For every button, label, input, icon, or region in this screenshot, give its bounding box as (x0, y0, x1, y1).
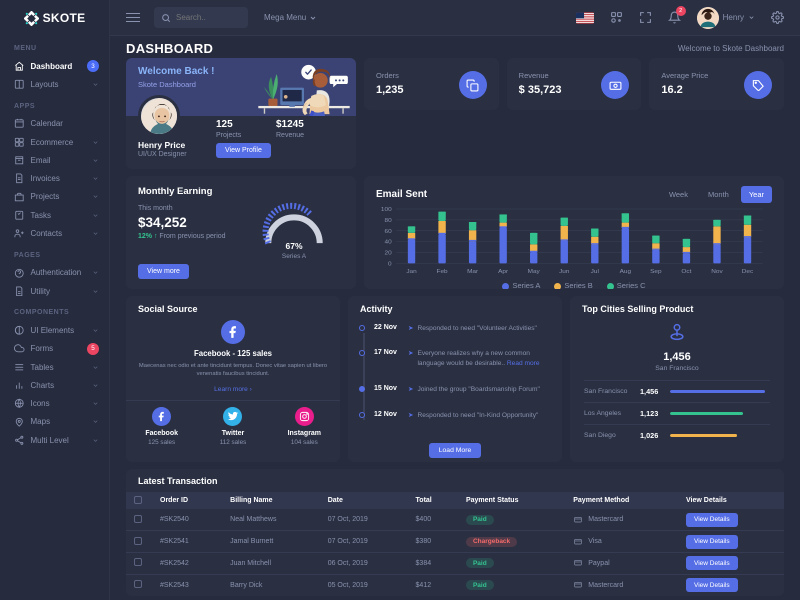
svg-text:Jul: Jul (591, 269, 599, 275)
svg-text:Nov: Nov (711, 269, 722, 275)
svg-text:80: 80 (384, 218, 392, 224)
svg-text:Mar: Mar (467, 269, 478, 275)
svg-text:Sep: Sep (650, 269, 662, 275)
svg-text:Apr: Apr (498, 269, 508, 275)
svg-text:Dec: Dec (742, 269, 753, 275)
svg-text:60: 60 (384, 229, 392, 235)
svg-text:100: 100 (381, 207, 392, 213)
svg-text:Feb: Feb (437, 269, 449, 275)
svg-text:Aug: Aug (620, 269, 631, 275)
svg-text:40: 40 (384, 240, 392, 246)
svg-text:20: 20 (384, 251, 392, 257)
svg-text:0: 0 (388, 262, 392, 268)
svg-text:May: May (528, 269, 540, 275)
svg-text:Jan: Jan (406, 269, 416, 275)
svg-text:Oct: Oct (681, 269, 691, 275)
svg-text:Jun: Jun (559, 269, 569, 275)
